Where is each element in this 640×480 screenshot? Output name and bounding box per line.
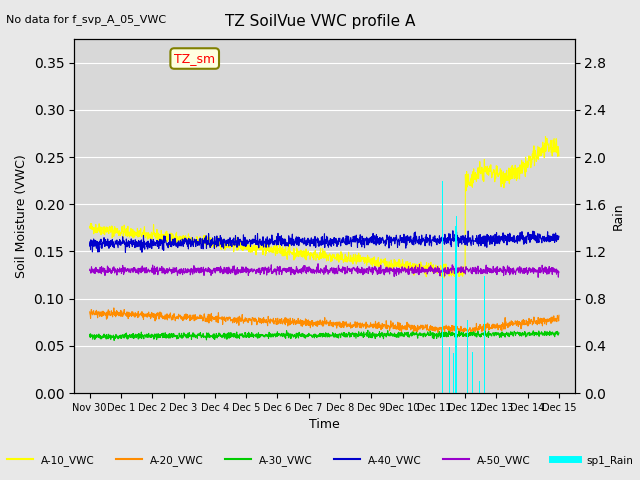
Text: TZ SoilVue VWC profile A: TZ SoilVue VWC profile A [225,14,415,29]
X-axis label: Time: Time [309,419,340,432]
Y-axis label: Rain: Rain [612,202,625,230]
Text: TZ_sm: TZ_sm [174,52,215,65]
Text: No data for f_svp_A_05_VWC: No data for f_svp_A_05_VWC [6,14,166,25]
Y-axis label: Soil Moisture (VWC): Soil Moisture (VWC) [15,154,28,278]
Legend: A-10_VWC, A-20_VWC, A-30_VWC, A-40_VWC, A-50_VWC, sp1_Rain: A-10_VWC, A-20_VWC, A-30_VWC, A-40_VWC, … [3,451,637,470]
